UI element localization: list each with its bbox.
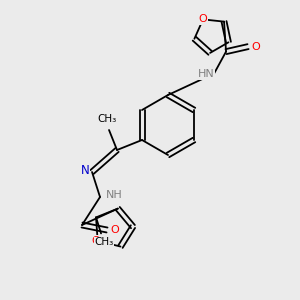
Text: O: O: [111, 225, 119, 235]
Text: O: O: [91, 236, 100, 246]
Text: N: N: [81, 164, 89, 176]
Text: O: O: [199, 14, 207, 24]
Text: O: O: [252, 42, 260, 52]
Text: CH₃: CH₃: [94, 237, 114, 248]
Text: NH: NH: [106, 190, 122, 200]
Text: CH₃: CH₃: [98, 114, 117, 124]
Text: HN: HN: [198, 69, 214, 79]
